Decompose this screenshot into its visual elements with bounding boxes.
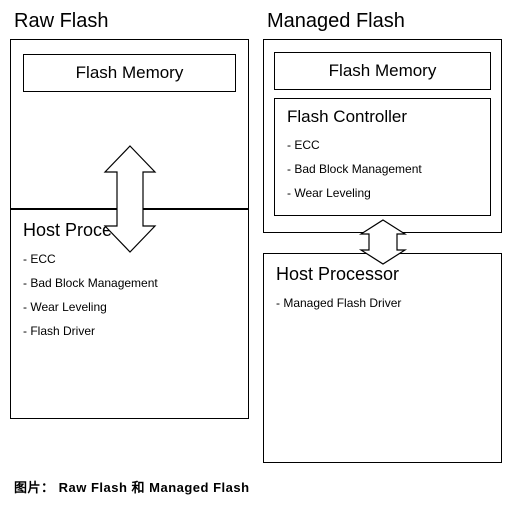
bullet-item: - Wear Leveling	[287, 181, 478, 205]
managed-flash-memory-box: Flash Memory	[274, 52, 491, 90]
diagram-columns: Raw Flash Flash Memory Host Processor - …	[10, 10, 502, 463]
managed-top-box: Flash Memory Flash Controller - ECC - Ba…	[263, 39, 502, 233]
bullet-item: - Managed Flash Driver	[276, 291, 489, 315]
raw-flash-title: Raw Flash	[14, 10, 249, 33]
bullet-item: - ECC	[287, 133, 478, 157]
bullet-item: - Flash Driver	[23, 319, 236, 343]
raw-flash-memory-box: Flash Memory	[23, 54, 236, 92]
bidirectional-arrow-icon	[95, 144, 165, 254]
flash-controller-box: Flash Controller - ECC - Bad Block Manag…	[274, 98, 491, 216]
bullet-item: - Wear Leveling	[23, 295, 236, 319]
bidirectional-arrow-icon	[353, 218, 413, 266]
managed-host-box: Host Processor - Managed Flash Driver	[263, 253, 502, 463]
managed-host-title: Host Processor	[276, 264, 489, 285]
raw-arrow-slot	[10, 169, 249, 229]
flash-controller-bullets: - ECC - Bad Block Management - Wear Leve…	[287, 133, 478, 205]
figure-caption: 图片： Raw Flash 和 Managed Flash	[14, 477, 502, 496]
flash-controller-title: Flash Controller	[287, 107, 478, 127]
managed-arrow-slot	[263, 225, 502, 259]
raw-host-bullets: - ECC - Bad Block Management - Wear Leve…	[23, 247, 236, 343]
managed-host-bullets: - Managed Flash Driver	[276, 291, 489, 315]
managed-flash-title: Managed Flash	[267, 10, 502, 33]
bullet-item: - Bad Block Management	[23, 271, 236, 295]
raw-flash-column: Raw Flash Flash Memory Host Processor - …	[10, 10, 249, 463]
managed-flash-column: Managed Flash Flash Memory Flash Control…	[263, 10, 502, 463]
bullet-item: - Bad Block Management	[287, 157, 478, 181]
